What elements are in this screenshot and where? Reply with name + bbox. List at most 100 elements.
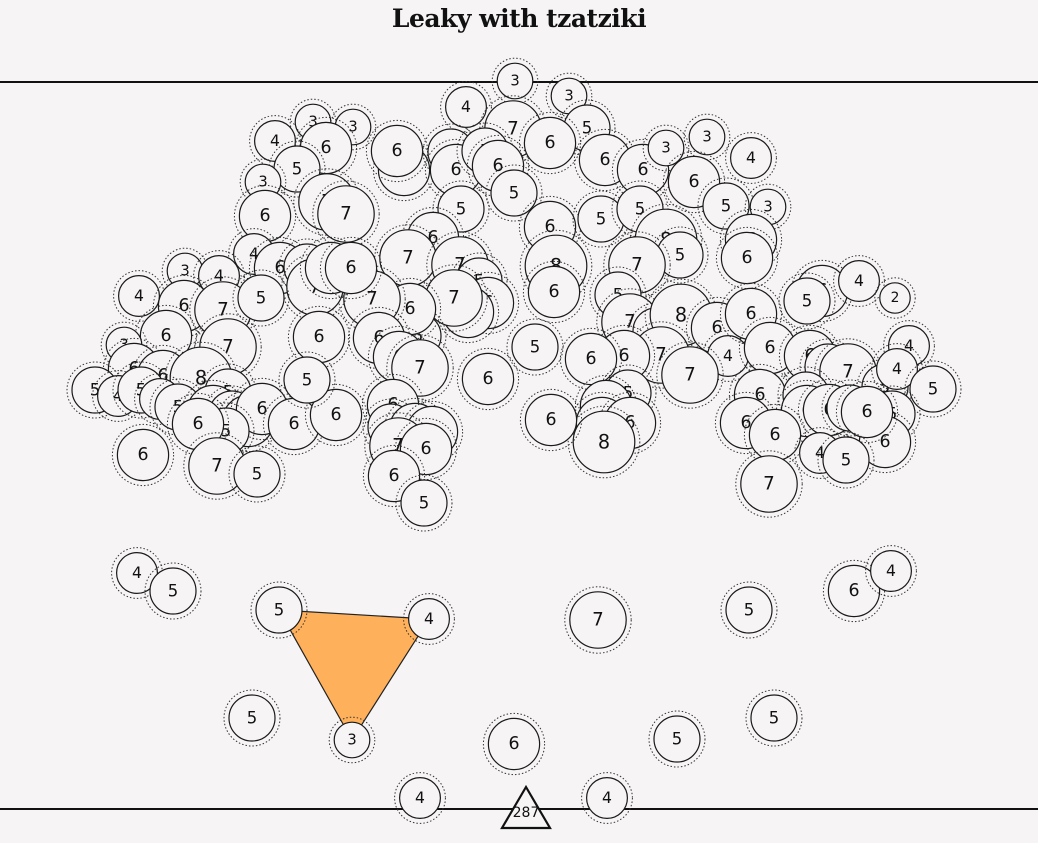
node-value: 3: [180, 263, 189, 280]
board-node[interactable]: 4: [403, 593, 455, 645]
node-value: 4: [424, 610, 434, 628]
cluster-node[interactable]: 5: [232, 269, 290, 327]
cluster-node[interactable]: 7: [735, 450, 803, 518]
node-value: 6: [157, 366, 168, 386]
node-value: 8: [675, 304, 687, 327]
board-node[interactable]: 6: [822, 559, 886, 623]
cluster-node[interactable]: 4: [440, 81, 492, 133]
cluster-node[interactable]: 5: [651, 226, 709, 284]
cluster-node[interactable]: 3: [491, 57, 539, 105]
board-node[interactable]: 4: [865, 545, 917, 597]
node-value: 6: [160, 326, 171, 346]
cluster-node[interactable]: 6: [287, 305, 351, 369]
board-node[interactable]: 6: [482, 712, 546, 776]
cluster-node[interactable]: 5: [395, 474, 453, 532]
cluster-node[interactable]: 6: [166, 392, 230, 456]
cluster-node[interactable]: 6: [456, 347, 520, 411]
cluster-node[interactable]: 8: [567, 405, 641, 479]
node-value: 5: [256, 289, 267, 308]
node-value: 7: [414, 358, 426, 379]
node-value: 4: [134, 287, 144, 305]
board-node[interactable]: 5: [223, 689, 281, 747]
node-value: 5: [221, 422, 232, 441]
cluster-node[interactable]: 6: [715, 226, 779, 290]
node-value: 5: [744, 601, 755, 620]
cluster-node[interactable]: 4: [725, 132, 777, 184]
node-value: 5: [721, 197, 732, 216]
node-value: 6: [373, 328, 384, 348]
node-value: 7: [217, 300, 229, 321]
node-value: 5: [635, 200, 646, 219]
node-value: 5: [247, 709, 258, 728]
node-value: 4: [249, 245, 259, 263]
cluster-node[interactable]: 7: [656, 341, 724, 409]
board-node[interactable]: 4: [581, 772, 633, 824]
cluster-node[interactable]: 6: [835, 380, 899, 444]
node-value: 6: [544, 133, 555, 153]
node-value: 6: [137, 445, 148, 465]
board-node[interactable]: 5: [720, 581, 778, 639]
cluster-node[interactable]: 5: [817, 431, 875, 489]
board-node[interactable]: 4: [394, 772, 446, 824]
node-value: 3: [510, 73, 519, 90]
node-value: 5: [596, 210, 607, 229]
cluster-node[interactable]: 3: [683, 113, 731, 161]
node-value: 2: [891, 290, 900, 306]
node-value: 5: [880, 378, 891, 397]
board-nodes: 4 5 5 4 7 5 6 4 5 3 6 5 5 4 4: [111, 545, 917, 824]
node-value: 5: [413, 327, 424, 346]
board-node[interactable]: 5: [648, 710, 706, 768]
cluster-node[interactable]: 5: [485, 164, 543, 222]
cluster-node[interactable]: 6: [134, 304, 198, 368]
cluster-node[interactable]: 6: [519, 388, 583, 452]
cluster-node[interactable]: 6: [319, 236, 383, 300]
cluster-node[interactable]: 5: [904, 360, 962, 418]
node-value: 6: [320, 138, 331, 158]
node-value: 6: [599, 150, 610, 170]
node-value: 4: [270, 132, 280, 150]
node-value: 5: [530, 338, 541, 357]
cluster-node[interactable]: 5: [278, 351, 336, 409]
node-value: 4: [415, 789, 425, 807]
cluster-node[interactable]: 7: [386, 334, 454, 402]
cluster-node[interactable]: 6: [743, 403, 807, 467]
board-node[interactable]: 5: [144, 562, 202, 620]
cluster-node[interactable]: 5: [228, 445, 286, 503]
node-value: 6: [330, 405, 341, 425]
cluster-node[interactable]: 3: [642, 124, 690, 172]
node-value: 4: [602, 789, 612, 807]
node-value: 3: [348, 119, 357, 136]
node-value: 5: [90, 381, 101, 400]
node-value: 6: [764, 338, 775, 358]
selected-triangle: [277, 609, 431, 742]
cluster-node[interactable]: 4: [871, 343, 923, 395]
cluster-node[interactable]: 7: [312, 180, 380, 248]
node-value: 7: [592, 610, 604, 631]
board-node[interactable]: 5: [250, 581, 308, 639]
node-value: 6: [688, 172, 699, 192]
node-value: 6: [256, 399, 267, 419]
cluster-node[interactable]: 4: [833, 255, 885, 307]
node-value: 4: [886, 562, 896, 580]
board-node[interactable]: 3: [328, 716, 376, 764]
node-value: 6: [745, 304, 756, 324]
node-value: 7: [402, 248, 414, 269]
node-value: 4: [132, 564, 142, 582]
board-node[interactable]: 5: [745, 689, 803, 747]
cluster-node[interactable]: 6: [304, 383, 368, 447]
node-value: 7: [340, 204, 352, 225]
board-node[interactable]: 7: [564, 586, 632, 654]
cluster-node[interactable]: 6: [522, 260, 586, 324]
cluster-node[interactable]: 6: [111, 423, 175, 487]
node-value: 3: [661, 140, 670, 157]
cluster-node[interactable]: 7: [420, 264, 488, 332]
cluster-node[interactable]: 2: [874, 277, 916, 319]
node-value: 3: [763, 199, 772, 216]
node-value: 5: [168, 582, 179, 601]
node-value: 8: [598, 431, 610, 454]
cluster-node[interactable]: 5: [506, 318, 564, 376]
cluster-node[interactable]: 5: [778, 272, 836, 330]
cluster-node[interactable]: 6: [518, 111, 582, 175]
node-value: 6: [741, 248, 752, 268]
